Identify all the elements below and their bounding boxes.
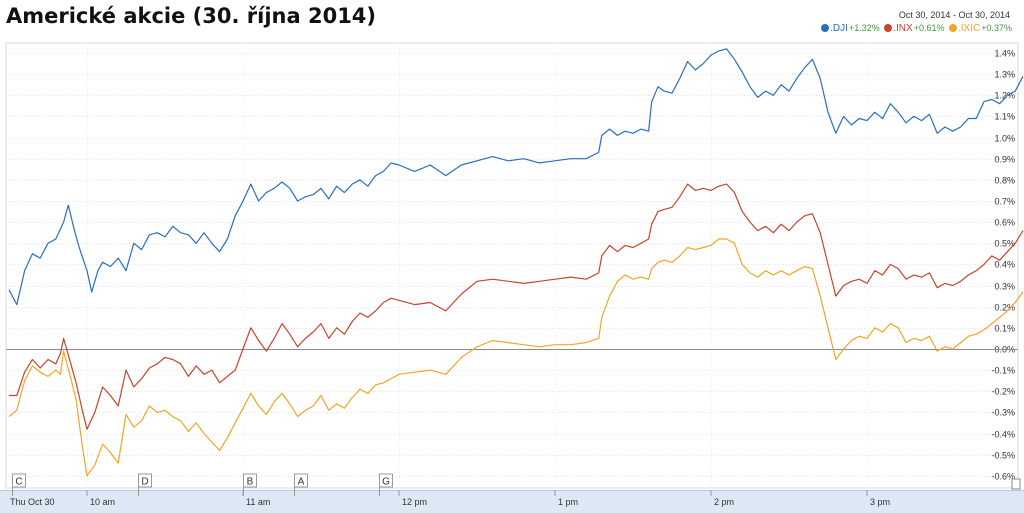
y-tick-label: -0.1% xyxy=(991,366,1015,376)
legend-name: .IXIC xyxy=(957,23,981,34)
y-tick-label: -0.5% xyxy=(991,451,1015,461)
y-tick-label: 0.8% xyxy=(994,176,1015,186)
legend-change: +0.37% xyxy=(981,23,1012,33)
y-tick-label: 1.4% xyxy=(994,49,1015,59)
x-tick-label: 12 pm xyxy=(402,497,427,507)
event-flag-box[interactable] xyxy=(243,473,257,488)
x-tick-label: 1 pm xyxy=(558,497,578,507)
gridlines xyxy=(5,42,1019,498)
legend-name: .INX xyxy=(893,23,913,34)
x-tick-label: 3 pm xyxy=(870,497,890,507)
y-tick-label: 1.0% xyxy=(994,134,1015,144)
event-flag-box[interactable] xyxy=(12,473,26,488)
legend-dot-icon xyxy=(884,24,893,32)
legend-item-inx[interactable]: .INX+0.61% xyxy=(884,23,947,34)
event-flag-box[interactable] xyxy=(138,473,152,488)
legend-dot-icon xyxy=(821,24,830,32)
y-tick-label: -0.2% xyxy=(991,387,1015,397)
date-range-start[interactable]: Oct 30, 2014 xyxy=(898,10,951,20)
y-tick-label: 0.2% xyxy=(994,303,1015,313)
legend-change: +0.61% xyxy=(913,23,945,33)
y-tick-label: 0.3% xyxy=(994,282,1015,292)
legend: .DJI+1.32% .INX+0.61% .IXIC+0.37% xyxy=(819,23,1012,34)
event-flag-label: B xyxy=(247,477,254,488)
event-flag-label: A xyxy=(298,477,305,488)
legend-item-ixic[interactable]: .IXIC+0.37% xyxy=(948,23,1012,34)
y-tick-label: 0.6% xyxy=(994,218,1015,228)
y-tick-label: 1.2% xyxy=(994,91,1015,101)
x-tick-label: Thu Oct 30 xyxy=(10,497,55,507)
timeline-handle[interactable] xyxy=(1011,478,1021,490)
legend-item-dji[interactable]: .DJI+1.32% xyxy=(821,23,882,34)
y-tick-label: 0.5% xyxy=(994,239,1015,249)
y-tick-label: 1.1% xyxy=(994,112,1015,122)
y-tick-label: 1.3% xyxy=(994,70,1015,80)
y-tick-label: 0.7% xyxy=(994,197,1015,207)
x-tick-label: 10 am xyxy=(90,497,115,507)
x-axis: Thu Oct 30 10 am 11 am 12 pm 1 pm 2 pm 3 pm xyxy=(0,478,1024,513)
event-flag-box[interactable] xyxy=(294,473,308,488)
series-line-ixic[interactable] xyxy=(8,238,1024,477)
chart-title: Americké akcie (30. října 2014) xyxy=(6,4,377,28)
event-flag-label: C xyxy=(15,477,22,488)
legend-dot-icon xyxy=(948,24,957,32)
date-range-end[interactable]: Oct 30, 2014 xyxy=(958,10,1010,20)
x-tick-label: 11 am xyxy=(246,497,270,507)
plot-frame xyxy=(5,42,1019,489)
x-axis-band xyxy=(0,490,1024,513)
event-flag-label: G xyxy=(382,477,390,488)
date-range-separator: - xyxy=(952,10,956,20)
legend-change: +1.32% xyxy=(848,23,880,33)
y-tick-label: 0.9% xyxy=(994,155,1015,165)
event-flag-label: D xyxy=(141,477,148,488)
date-range[interactable]: Oct 30, 2014 - Oct 30, 2014 xyxy=(899,10,1010,20)
y-tick-label: -0.4% xyxy=(991,430,1015,440)
series-lines xyxy=(8,48,1024,477)
y-tick-label: 0.4% xyxy=(994,260,1015,270)
legend-name: .DJI xyxy=(830,23,848,34)
series-line-inx[interactable] xyxy=(9,183,1024,430)
x-tick-label: 2 pm xyxy=(714,497,734,507)
y-tick-label: -0.6% xyxy=(991,472,1015,482)
event-flag-box[interactable] xyxy=(379,473,393,488)
y-tick-label: 0.1% xyxy=(994,324,1015,334)
y-tick-label: -0.3% xyxy=(991,408,1015,418)
series-line-dji[interactable] xyxy=(8,48,1024,306)
y-axis-labels: 1.4% 1.3% 1.2% 1.1% 1.0% 0.9% 0.8% 0.7% 0.6% 0.5%… xyxy=(991,49,1015,503)
